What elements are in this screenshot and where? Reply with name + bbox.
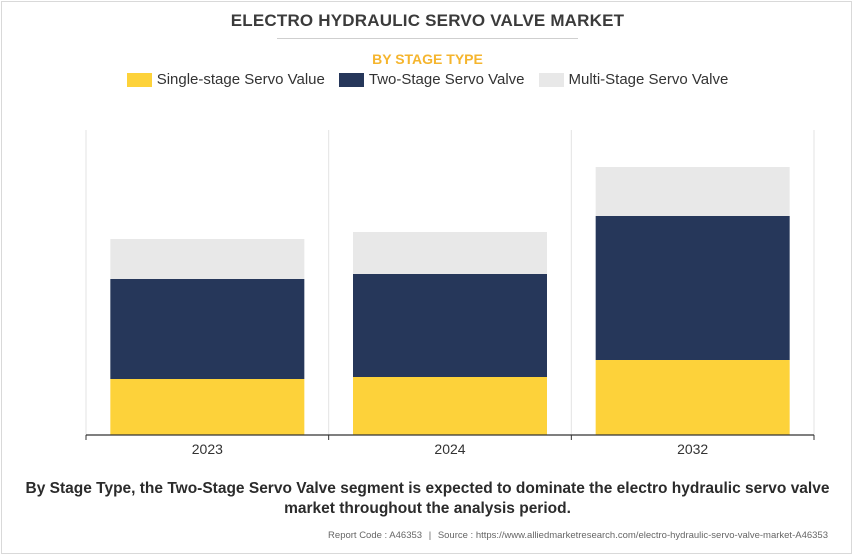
- legend-item-multi-stage: Multi-Stage Servo Valve: [538, 71, 729, 88]
- bar-segment-2024-multi-stage: [353, 232, 547, 274]
- legend-label-two-stage: Two-Stage Servo Valve: [368, 71, 525, 88]
- legend-label-single-stage: Single-stage Servo Value: [156, 71, 325, 88]
- bar-segment-2024-single-stage: [353, 377, 547, 435]
- x-tick-label: 2023: [192, 441, 223, 457]
- legend-swatch-single-stage: [126, 72, 152, 87]
- chart-subtitle: BY STAGE TYPE: [372, 51, 483, 67]
- legend-item-single-stage: Single-stage Servo Value: [126, 71, 325, 88]
- bar-segment-2032-multi-stage: [595, 167, 790, 216]
- chart-title: ELECTRO HYDRAULIC SERVO VALVE MARKET: [230, 11, 625, 30]
- bar-segment-2023-multi-stage: [110, 239, 305, 279]
- x-tick-label: 2032: [677, 441, 708, 457]
- legend-item-two-stage: Two-Stage Servo Valve: [338, 71, 525, 88]
- bar-segment-2032-two-stage: [595, 216, 790, 360]
- bar-segment-2024-two-stage: [353, 274, 547, 377]
- legend: Single-stage Servo Value Two-Stage Servo…: [0, 71, 855, 88]
- title-divider: [277, 38, 578, 39]
- x-tick-label: 2024: [434, 441, 465, 457]
- bar-segment-2023-single-stage: [110, 379, 305, 435]
- chart-caption: By Stage Type, the Two-Stage Servo Valve…: [25, 480, 830, 517]
- legend-swatch-two-stage: [338, 72, 364, 87]
- bar-chart: 2023 2024 2032: [85, 130, 815, 457]
- bar-segment-2032-single-stage: [595, 360, 790, 435]
- report-code: Report Code : A46353: [328, 530, 423, 541]
- footer-separator: |: [428, 530, 432, 541]
- legend-swatch-multi-stage: [538, 72, 564, 87]
- source-link[interactable]: Source : https://www.alliedmarketresearc…: [437, 530, 828, 541]
- bar-segment-2023-two-stage: [110, 279, 305, 379]
- footer: Report Code : A46353 | Source : https://…: [0, 530, 828, 541]
- legend-label-multi-stage: Multi-Stage Servo Valve: [568, 71, 729, 88]
